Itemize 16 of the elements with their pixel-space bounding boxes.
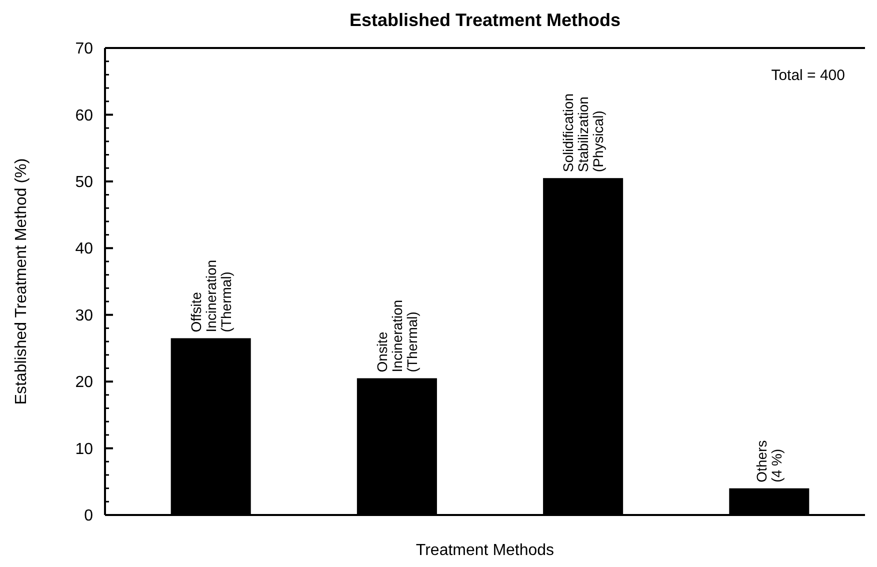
- x-axis-title: Treatment Methods: [416, 542, 554, 559]
- y-tick-label: 20: [75, 374, 94, 392]
- y-tick-label: 30: [75, 307, 94, 324]
- y-tick-label: 0: [84, 508, 94, 525]
- y-axis-title: Established Treatment Method (%): [13, 158, 30, 405]
- y-tick-label: 50: [75, 174, 94, 192]
- annotation: Total = 400: [771, 67, 845, 84]
- y-tick-label: 60: [75, 107, 94, 124]
- y-tick-label: 70: [75, 40, 94, 58]
- x-tick-label: Onsite Incineration (Thermal): [374, 300, 420, 372]
- x-tick-label: Solidification Stabilization (Physical): [560, 93, 606, 172]
- x-tick-label: Others (4 %): [754, 440, 785, 482]
- x-tick-label: Offsite Incineration (Thermal): [188, 260, 234, 332]
- y-tick-label: 40: [75, 240, 94, 258]
- y-tick-label: 10: [75, 440, 94, 458]
- chart-title: Established Treatment Methods: [349, 10, 621, 30]
